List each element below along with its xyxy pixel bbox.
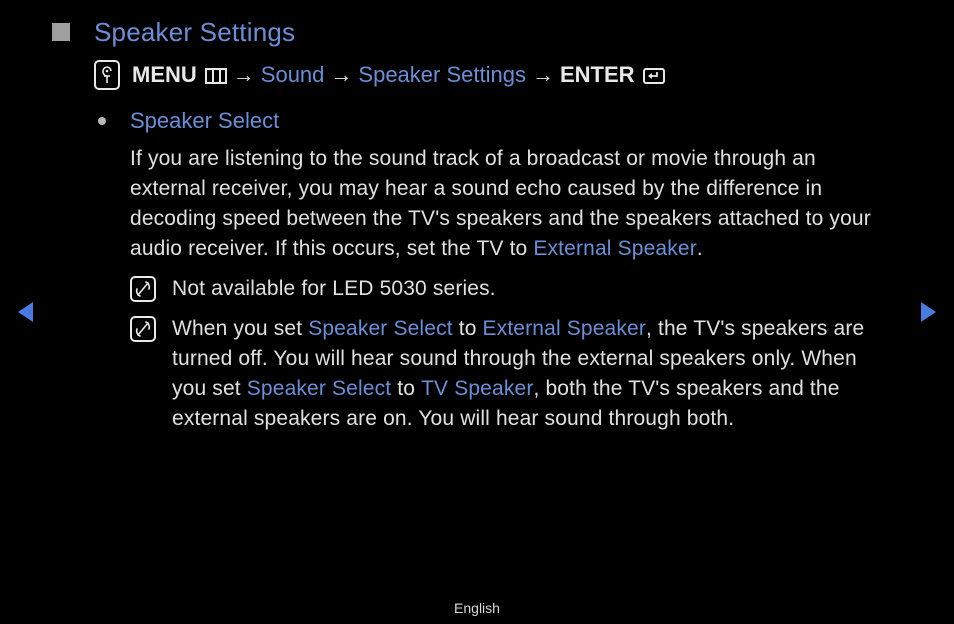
bullet-dot-icon <box>98 117 106 125</box>
n2-h3-speaker-select: Speaker Select <box>247 377 392 400</box>
para-prefix: If you are listening to the sound track … <box>130 147 871 260</box>
breadcrumb-menu-label: MENU <box>132 62 197 88</box>
n2-h1-speaker-select: Speaker Select <box>308 317 453 340</box>
menu-grid-icon <box>205 68 227 84</box>
page-title: Speaker Settings <box>94 17 295 48</box>
n2-t2: to <box>453 317 483 340</box>
n2-t4: to <box>391 377 421 400</box>
breadcrumb-speaker-settings: Speaker Settings <box>358 62 526 88</box>
para-suffix: . <box>697 237 703 260</box>
manual-page: Speaker Settings MENU → Sound → Speaker … <box>0 0 954 624</box>
breadcrumb-enter-label: ENTER <box>560 62 635 88</box>
section-bullet-icon <box>52 23 70 41</box>
note-1: Not available for LED 5030 series. <box>130 274 894 304</box>
note-icon <box>130 276 156 302</box>
subsection-title: Speaker Select <box>130 108 894 134</box>
note-icon <box>130 316 156 342</box>
nav-prev-arrow-icon[interactable] <box>18 302 33 322</box>
n2-t1: When you set <box>172 317 308 340</box>
n2-h2-external-speaker: External Speaker <box>483 317 647 340</box>
breadcrumb-arrow-2: → <box>330 62 352 88</box>
n2-h4-tv-speaker: TV Speaker <box>421 377 533 400</box>
para-highlight-external-speaker: External Speaker <box>533 237 697 260</box>
breadcrumb-arrow-3: → <box>532 62 554 88</box>
nav-next-arrow-icon[interactable] <box>921 302 936 322</box>
note-1-text: Not available for LED 5030 series. <box>172 274 496 304</box>
note-2: When you set Speaker Select to External … <box>130 314 894 434</box>
content-section: Speaker Select If you are listening to t… <box>98 108 894 434</box>
breadcrumb: MENU → Sound → Speaker Settings → ENTER <box>94 60 665 90</box>
breadcrumb-arrow-1: → <box>233 62 255 88</box>
description-text: If you are listening to the sound track … <box>130 144 890 264</box>
note-2-text: When you set Speaker Select to External … <box>172 314 882 434</box>
remote-icon <box>94 60 120 90</box>
enter-icon <box>643 68 665 84</box>
breadcrumb-sound: Sound <box>261 62 325 88</box>
footer-language: English <box>0 600 954 616</box>
